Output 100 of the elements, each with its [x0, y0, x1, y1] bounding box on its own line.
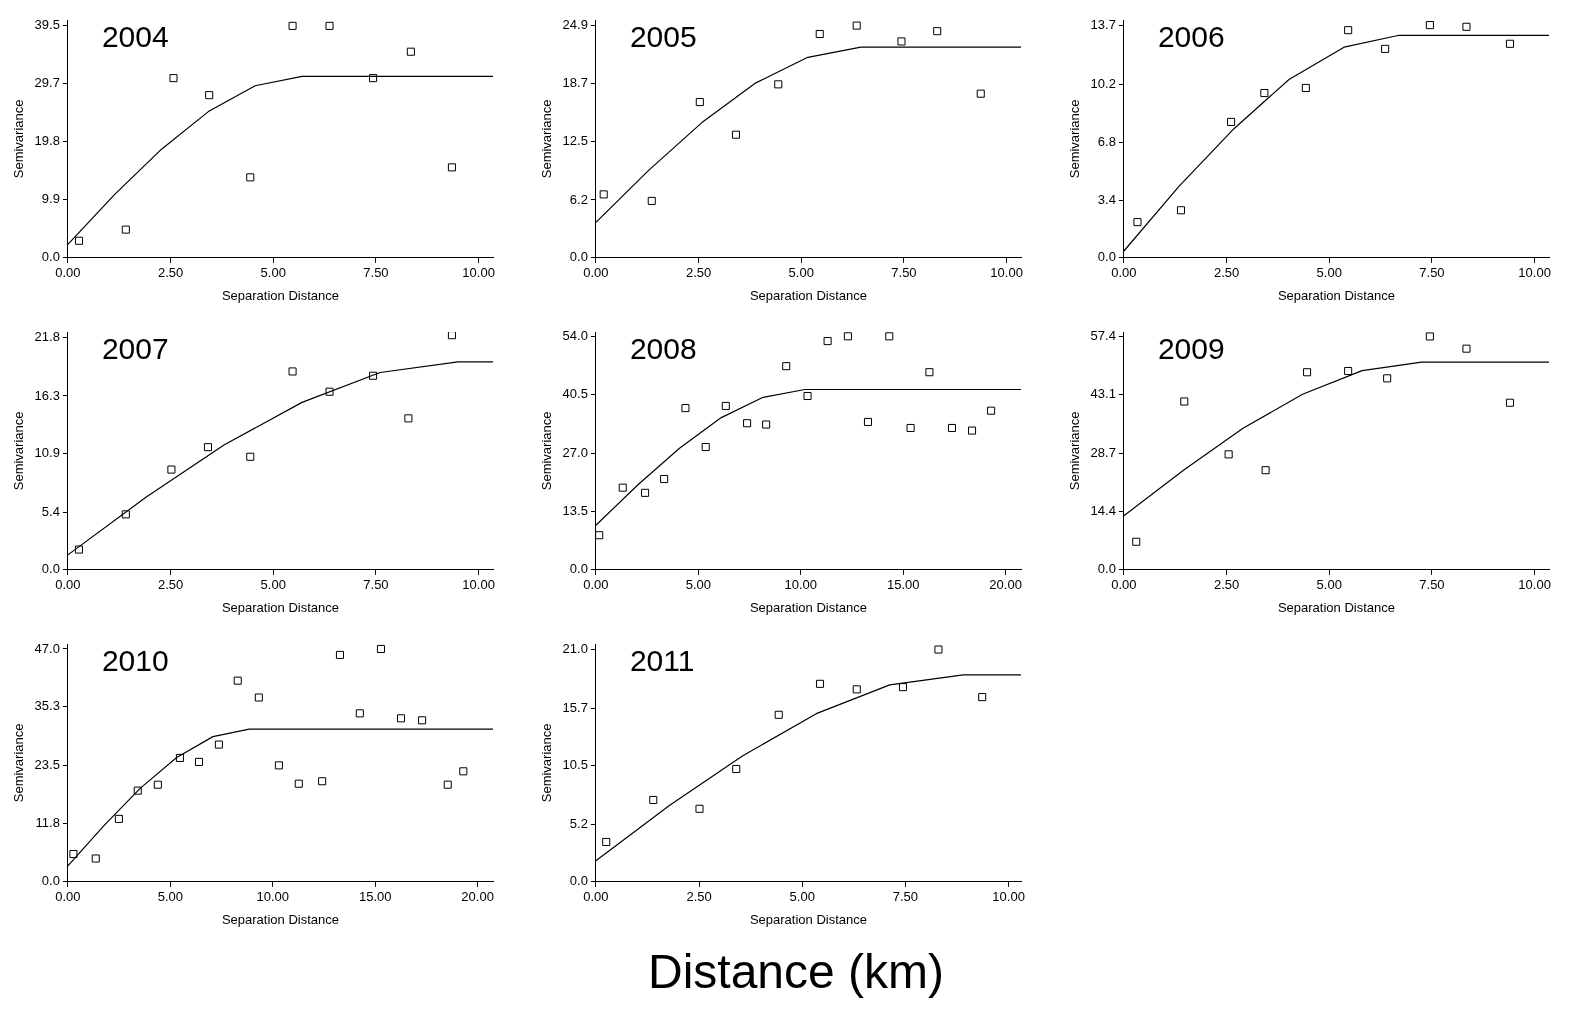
- point: [396, 714, 406, 723]
- x-tick-label: 15.00: [358, 889, 392, 905]
- y-tick-label: 12.5: [562, 132, 588, 148]
- x-axis-title: Separation Distance: [749, 287, 867, 303]
- y-tick-label: 40.5: [562, 386, 588, 402]
- point: [947, 423, 956, 433]
- point: [91, 854, 100, 863]
- x-tick-label: 0.00: [55, 577, 81, 593]
- x-tick-label: 7.50: [1419, 577, 1445, 593]
- x-tick-label: 10.00: [992, 889, 1025, 905]
- point: [731, 130, 740, 139]
- y-tick-label: 19.8: [34, 133, 60, 149]
- point: [376, 644, 385, 653]
- point: [114, 814, 123, 823]
- y-tick-label: 57.4: [1090, 328, 1116, 344]
- point: [618, 483, 627, 492]
- point: [233, 676, 242, 685]
- y-tick-label: 5.4: [41, 503, 60, 519]
- point: [288, 21, 297, 30]
- point: [681, 404, 690, 413]
- y-tick-label: 43.1: [1090, 386, 1116, 402]
- x-tick-label: 0.00: [1111, 265, 1137, 281]
- x-tick-label: 7.50: [1419, 265, 1445, 281]
- point: [782, 362, 791, 371]
- point: [1505, 39, 1515, 48]
- x-tick-label: 2.50: [1213, 577, 1240, 593]
- point: [194, 757, 204, 766]
- y-tick-label: 18.7: [562, 74, 588, 90]
- point: [897, 37, 906, 46]
- y-tick-label: 23.5: [34, 756, 60, 772]
- y-axis-title: Semivariance: [539, 99, 555, 179]
- point: [968, 426, 977, 435]
- y-tick-label: 0.0: [1097, 561, 1116, 577]
- chart-title: 2010: [101, 644, 169, 678]
- chart-title: 2005: [629, 20, 697, 54]
- point: [987, 406, 996, 415]
- y-tick-label: 9.9: [41, 191, 60, 207]
- x-tick-label: 5.00: [1316, 577, 1342, 593]
- point: [1176, 206, 1186, 215]
- point: [355, 709, 364, 718]
- point: [274, 761, 283, 770]
- point: [852, 685, 861, 694]
- point: [599, 190, 608, 199]
- point: [602, 837, 611, 847]
- point: [815, 679, 825, 688]
- point: [1462, 344, 1471, 353]
- point: [1133, 218, 1142, 227]
- point: [1425, 332, 1434, 341]
- x-axis-title: Separation Distance: [749, 599, 867, 615]
- x-tick-label: 7.50: [363, 265, 389, 281]
- point: [1227, 117, 1236, 126]
- point: [743, 419, 752, 428]
- point: [246, 173, 255, 182]
- chart-title: 2008: [629, 332, 697, 366]
- point: [254, 693, 263, 702]
- x-tick-label: 10.00: [1518, 577, 1551, 593]
- point: [175, 753, 184, 762]
- point: [318, 777, 327, 786]
- point: [823, 337, 832, 346]
- x-tick-label: 10.00: [1518, 265, 1551, 281]
- point: [369, 74, 378, 83]
- x-tick-label: 5.00: [788, 265, 814, 281]
- y-tick-label: 0.0: [41, 249, 60, 265]
- point: [288, 367, 297, 376]
- point: [732, 764, 741, 774]
- point: [660, 474, 669, 484]
- point: [369, 371, 378, 380]
- x-axis-title: Separation Distance: [1277, 287, 1395, 303]
- x-tick-label: 5.00: [157, 889, 183, 905]
- point: [214, 740, 223, 749]
- point: [774, 710, 783, 719]
- x-tick-label: 2.50: [685, 265, 712, 281]
- y-axis-title: Semivariance: [1067, 99, 1083, 179]
- point: [803, 391, 812, 401]
- y-tick-label: 13.5: [562, 503, 588, 519]
- point: [1462, 22, 1471, 31]
- x-tick-label: 2.50: [157, 265, 184, 281]
- point: [1132, 537, 1141, 546]
- x-tick-label: 15.00: [886, 577, 920, 593]
- x-tick-label: 10.00: [990, 265, 1023, 281]
- point: [121, 225, 130, 234]
- point: [898, 683, 907, 692]
- point: [1505, 398, 1515, 407]
- text: Distance (km): [646, 944, 945, 999]
- y-tick-label: 14.4: [1090, 502, 1116, 518]
- point: [701, 442, 710, 452]
- chart-title: 2004: [101, 20, 169, 54]
- point: [647, 196, 656, 205]
- x-tick-label: 10.00: [784, 577, 818, 593]
- point: [1301, 83, 1310, 92]
- point: [1381, 44, 1390, 53]
- x-tick-label: 20.00: [989, 577, 1022, 593]
- point: [1303, 368, 1312, 377]
- y-tick-label: 0.0: [569, 873, 588, 889]
- y-tick-label: 28.7: [1090, 444, 1116, 460]
- x-tick-label: 10.00: [462, 265, 495, 281]
- point: [153, 780, 162, 789]
- point: [447, 163, 456, 172]
- point: [649, 795, 658, 804]
- y-tick-label: 0.0: [569, 561, 588, 577]
